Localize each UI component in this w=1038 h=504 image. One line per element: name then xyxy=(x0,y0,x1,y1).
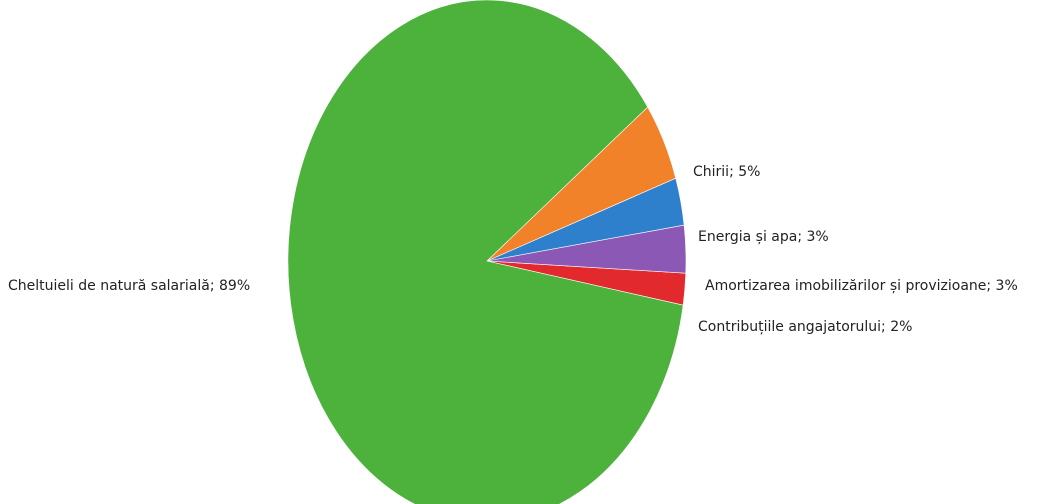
label-employer-contributions: Contribuțiile angajatorului; 2% xyxy=(698,319,912,335)
label-rent: Chirii; 5% xyxy=(693,164,760,180)
label-salary: Cheltuieli de natură salarială; 89% xyxy=(8,278,250,294)
label-depreciation: Amortizarea imobilizărilor și provizioan… xyxy=(705,278,1018,294)
label-energy-water: Energia și apa; 3% xyxy=(698,229,829,245)
slice-salary xyxy=(287,0,684,504)
pie-labels: Cheltuieli de natură salarială; 89% Chir… xyxy=(8,164,1018,335)
pie-slices xyxy=(287,0,687,504)
